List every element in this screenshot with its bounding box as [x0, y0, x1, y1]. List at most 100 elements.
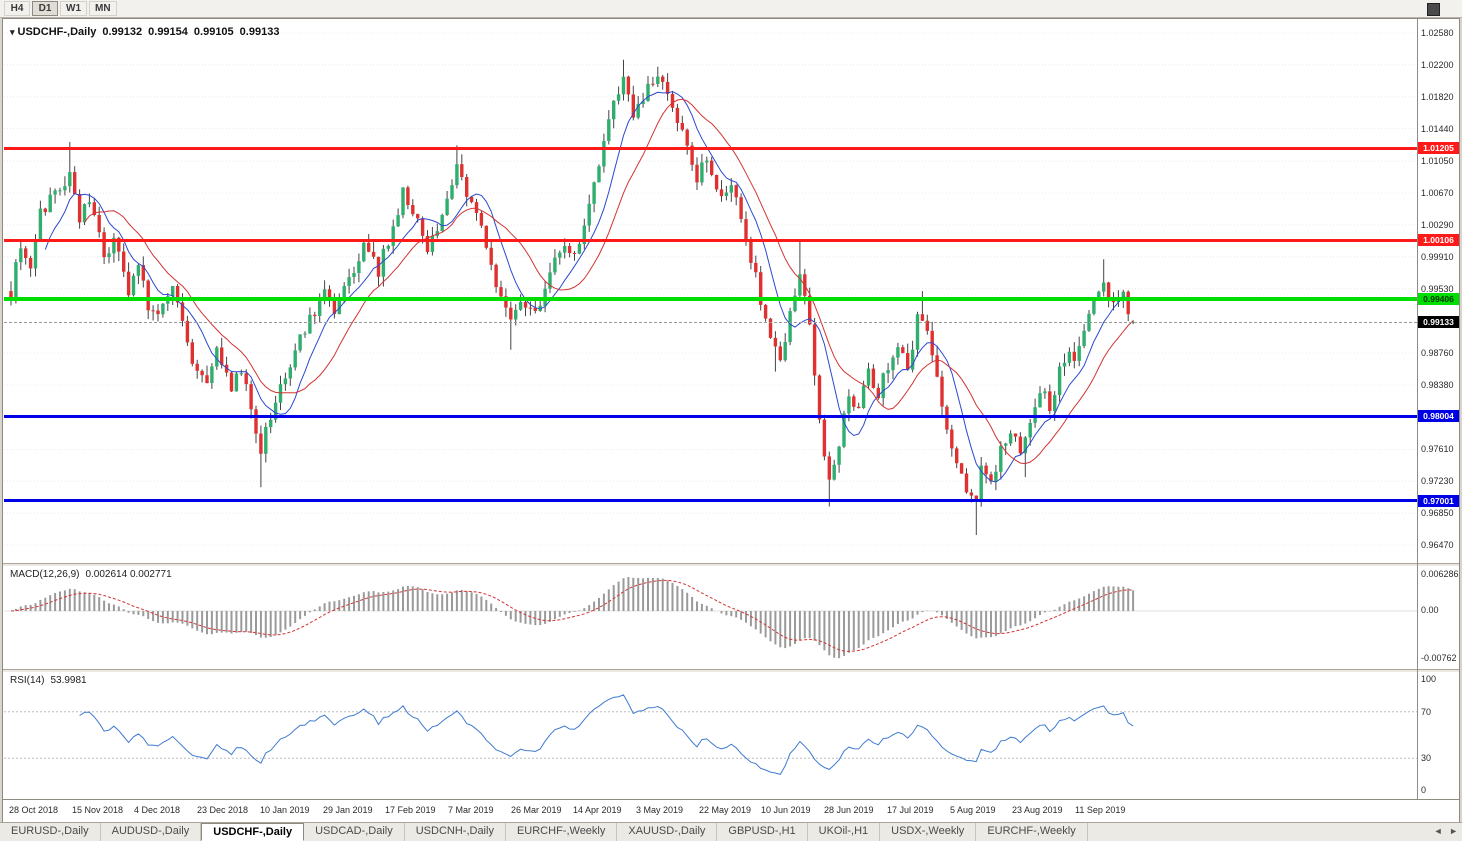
chart-tab-ukoil-h1[interactable]: UKOil-,H1	[808, 823, 881, 841]
time-axis-label: 17 Feb 2019	[385, 805, 436, 815]
price-axis-label: 0.96470	[1421, 540, 1454, 550]
chart-tab-eurusd-daily[interactable]: EURUSD-,Daily	[0, 823, 101, 841]
timeframe-toolbar: H4 D1 W1 MN	[0, 0, 1462, 18]
rsi-axis-label: 30	[1421, 753, 1432, 763]
time-axis-label: 22 May 2019	[699, 805, 752, 815]
price-axis-label: 0.98760	[1421, 348, 1454, 358]
timeframe-button-d1[interactable]: D1	[32, 1, 58, 16]
time-axis-label: 23 Aug 2019	[1012, 805, 1063, 815]
rsi-label-bar: RSI(14) 53.9981	[10, 675, 87, 686]
time-axis-label: 17 Jul 2019	[887, 805, 934, 815]
low-value: 0.99105	[193, 26, 234, 38]
chart-shift-marker-icon[interactable]	[1427, 3, 1440, 16]
axis-divider-line	[1417, 19, 1418, 800]
candlestick-chart[interactable]	[4, 23, 1417, 563]
price-axis-label: 0.99530	[1421, 284, 1454, 294]
macd-name-label: MACD(12,26,9)	[10, 569, 80, 580]
chart-workspace: ▾ USDCHF-,Daily 0.99132 0.99154 0.99105 0.991…	[2, 18, 1460, 822]
level-badge-0.99406: 0.99406	[1418, 293, 1459, 305]
macd-axis-label: -0.00762	[1421, 653, 1457, 663]
price-chart-pane[interactable]: ▾ USDCHF-,Daily 0.99132 0.99154 0.99105 0.991…	[4, 23, 1417, 563]
time-axis-label: 14 Apr 2019	[573, 805, 622, 815]
open-value: 0.99132	[102, 26, 143, 38]
price-axis[interactable]: 1.02580 1.02200 1.01820 1.01440 1.01050 1.006…	[1418, 23, 1459, 563]
price-axis-label: 0.97610	[1421, 444, 1454, 454]
time-axis-label: 4 Dec 2018	[134, 805, 181, 815]
high-value: 0.99154	[148, 26, 188, 38]
chart-tabs-bar: EURUSD-,Daily AUDUSD-,Daily USDCHF-,Daily U…	[0, 822, 1462, 841]
level-badge-0.97001: 0.97001	[1418, 495, 1459, 507]
timeframe-button-h4[interactable]: H4	[4, 1, 30, 16]
level-line-1.00106[interactable]	[4, 239, 1417, 242]
timeframe-button-group: H4 D1 W1 MN	[4, 1, 119, 16]
time-axis-label: 23 Dec 2018	[197, 805, 249, 815]
collapse-arrow-icon[interactable]: ▾	[10, 27, 15, 37]
time-axis[interactable]: 28 Oct 2018 15 Nov 2018 4 Dec 2018 23 Dec 2…	[3, 799, 1459, 822]
time-axis-label: 3 May 2019	[636, 805, 684, 815]
time-axis-label: 28 Jun 2019	[824, 805, 874, 815]
price-axis-label: 1.02580	[1421, 28, 1454, 38]
timeframe-button-mn[interactable]: MN	[89, 1, 117, 16]
chart-tab-xauusd-daily[interactable]: XAUUSD-,Daily	[617, 823, 718, 841]
rsi-plot[interactable]	[4, 673, 1417, 799]
chart-symbol-label: USDCHF-,Daily	[17, 26, 97, 38]
price-axis-label: 1.01440	[1421, 124, 1454, 134]
tabs-scroll-left-icon[interactable]: ◄	[1433, 826, 1443, 836]
chart-tab-usdcnh-daily[interactable]: USDCNH-,Daily	[405, 823, 506, 841]
level-line-1.01205[interactable]	[4, 147, 1417, 150]
chart-tab-usdx-weekly[interactable]: USDX-,Weekly	[880, 823, 977, 841]
macd-indicator-pane[interactable]: MACD(12,26,9) 0.002614 0.002771	[4, 567, 1417, 669]
level-line-0.97001[interactable]	[4, 499, 1417, 502]
time-axis-label: 26 Mar 2019	[511, 805, 562, 815]
rsi-axis-label: 70	[1421, 707, 1432, 717]
rsi-indicator-pane[interactable]: RSI(14) 53.9981	[4, 673, 1417, 799]
time-axis-label: 28 Oct 2018	[9, 805, 59, 815]
time-axis-label: 29 Jan 2019	[323, 805, 373, 815]
time-axis-label: 15 Nov 2018	[72, 805, 124, 815]
level-badge-1.00106: 1.00106	[1418, 234, 1459, 246]
time-axis-label: 7 Mar 2019	[448, 805, 494, 815]
price-axis-label: 1.02200	[1421, 60, 1454, 70]
chart-tabs: EURUSD-,Daily AUDUSD-,Daily USDCHF-,Daily U…	[0, 823, 1088, 841]
pane-separator[interactable]	[3, 563, 1459, 567]
rsi-name-label: RSI(14)	[10, 675, 45, 686]
chart-tab-eurchf-weekly[interactable]: EURCHF-,Weekly	[976, 823, 1088, 841]
price-axis-label: 1.00670	[1421, 188, 1454, 198]
chart-tab-usdcad-daily[interactable]: USDCAD-,Daily	[304, 823, 405, 841]
pane-separator[interactable]	[3, 669, 1459, 673]
time-axis-label: 5 Aug 2019	[950, 805, 996, 815]
tabs-scroll-right-icon[interactable]: ►	[1449, 826, 1458, 836]
price-axis-label: 0.97230	[1421, 476, 1454, 486]
price-axis-label: 0.96850	[1421, 508, 1454, 518]
price-axis-label: 1.01820	[1421, 92, 1454, 102]
time-axis-label: 11 Sep 2019	[1075, 805, 1126, 815]
macd-axis-label: 0.006286	[1421, 569, 1459, 579]
tab-scroller: ◄ ►	[1430, 826, 1458, 836]
level-line-0.98004[interactable]	[4, 415, 1417, 418]
time-axis-label: 10 Jan 2019	[260, 805, 310, 815]
current-price-badge: 0.99133	[1418, 316, 1459, 328]
price-axis-label: 1.00290	[1421, 220, 1454, 230]
rsi-axis-label: 0	[1421, 785, 1427, 795]
level-line-0.99406[interactable]	[4, 297, 1417, 301]
current-price-line	[4, 322, 1417, 323]
price-axis-label: 0.98380	[1421, 380, 1454, 390]
macd-plot[interactable]	[4, 567, 1417, 669]
chart-tab-audusd-daily[interactable]: AUDUSD-,Daily	[101, 823, 202, 841]
chart-tab-gbpusd-h1[interactable]: GBPUSD-,H1	[717, 823, 808, 841]
macd-values-label: 0.002614 0.002771	[85, 569, 172, 580]
level-badge-1.01205: 1.01205	[1418, 142, 1459, 154]
macd-label-bar: MACD(12,26,9) 0.002614 0.002771	[10, 569, 172, 580]
chart-title-bar: ▾ USDCHF-,Daily 0.99132 0.99154 0.99105 0.991…	[10, 26, 279, 38]
price-axis-label: 1.01050	[1421, 156, 1454, 166]
timeframe-button-w1[interactable]: W1	[60, 1, 87, 16]
rsi-axis-label: 100	[1421, 674, 1437, 684]
chart-tab-eurchf-weekly[interactable]: EURCHF-,Weekly	[506, 823, 618, 841]
rsi-axis[interactable]: 100 70 30 0	[1418, 673, 1459, 799]
time-axis-label: 10 Jun 2019	[761, 805, 811, 815]
macd-axis[interactable]: 0.006286 0.00 -0.00762	[1418, 567, 1459, 669]
chart-tab-usdchf-daily[interactable]: USDCHF-,Daily	[201, 823, 305, 841]
price-axis-label: 0.99910	[1421, 252, 1454, 262]
level-badge-0.98004: 0.98004	[1418, 410, 1459, 422]
rsi-value-label: 53.9981	[50, 675, 87, 686]
